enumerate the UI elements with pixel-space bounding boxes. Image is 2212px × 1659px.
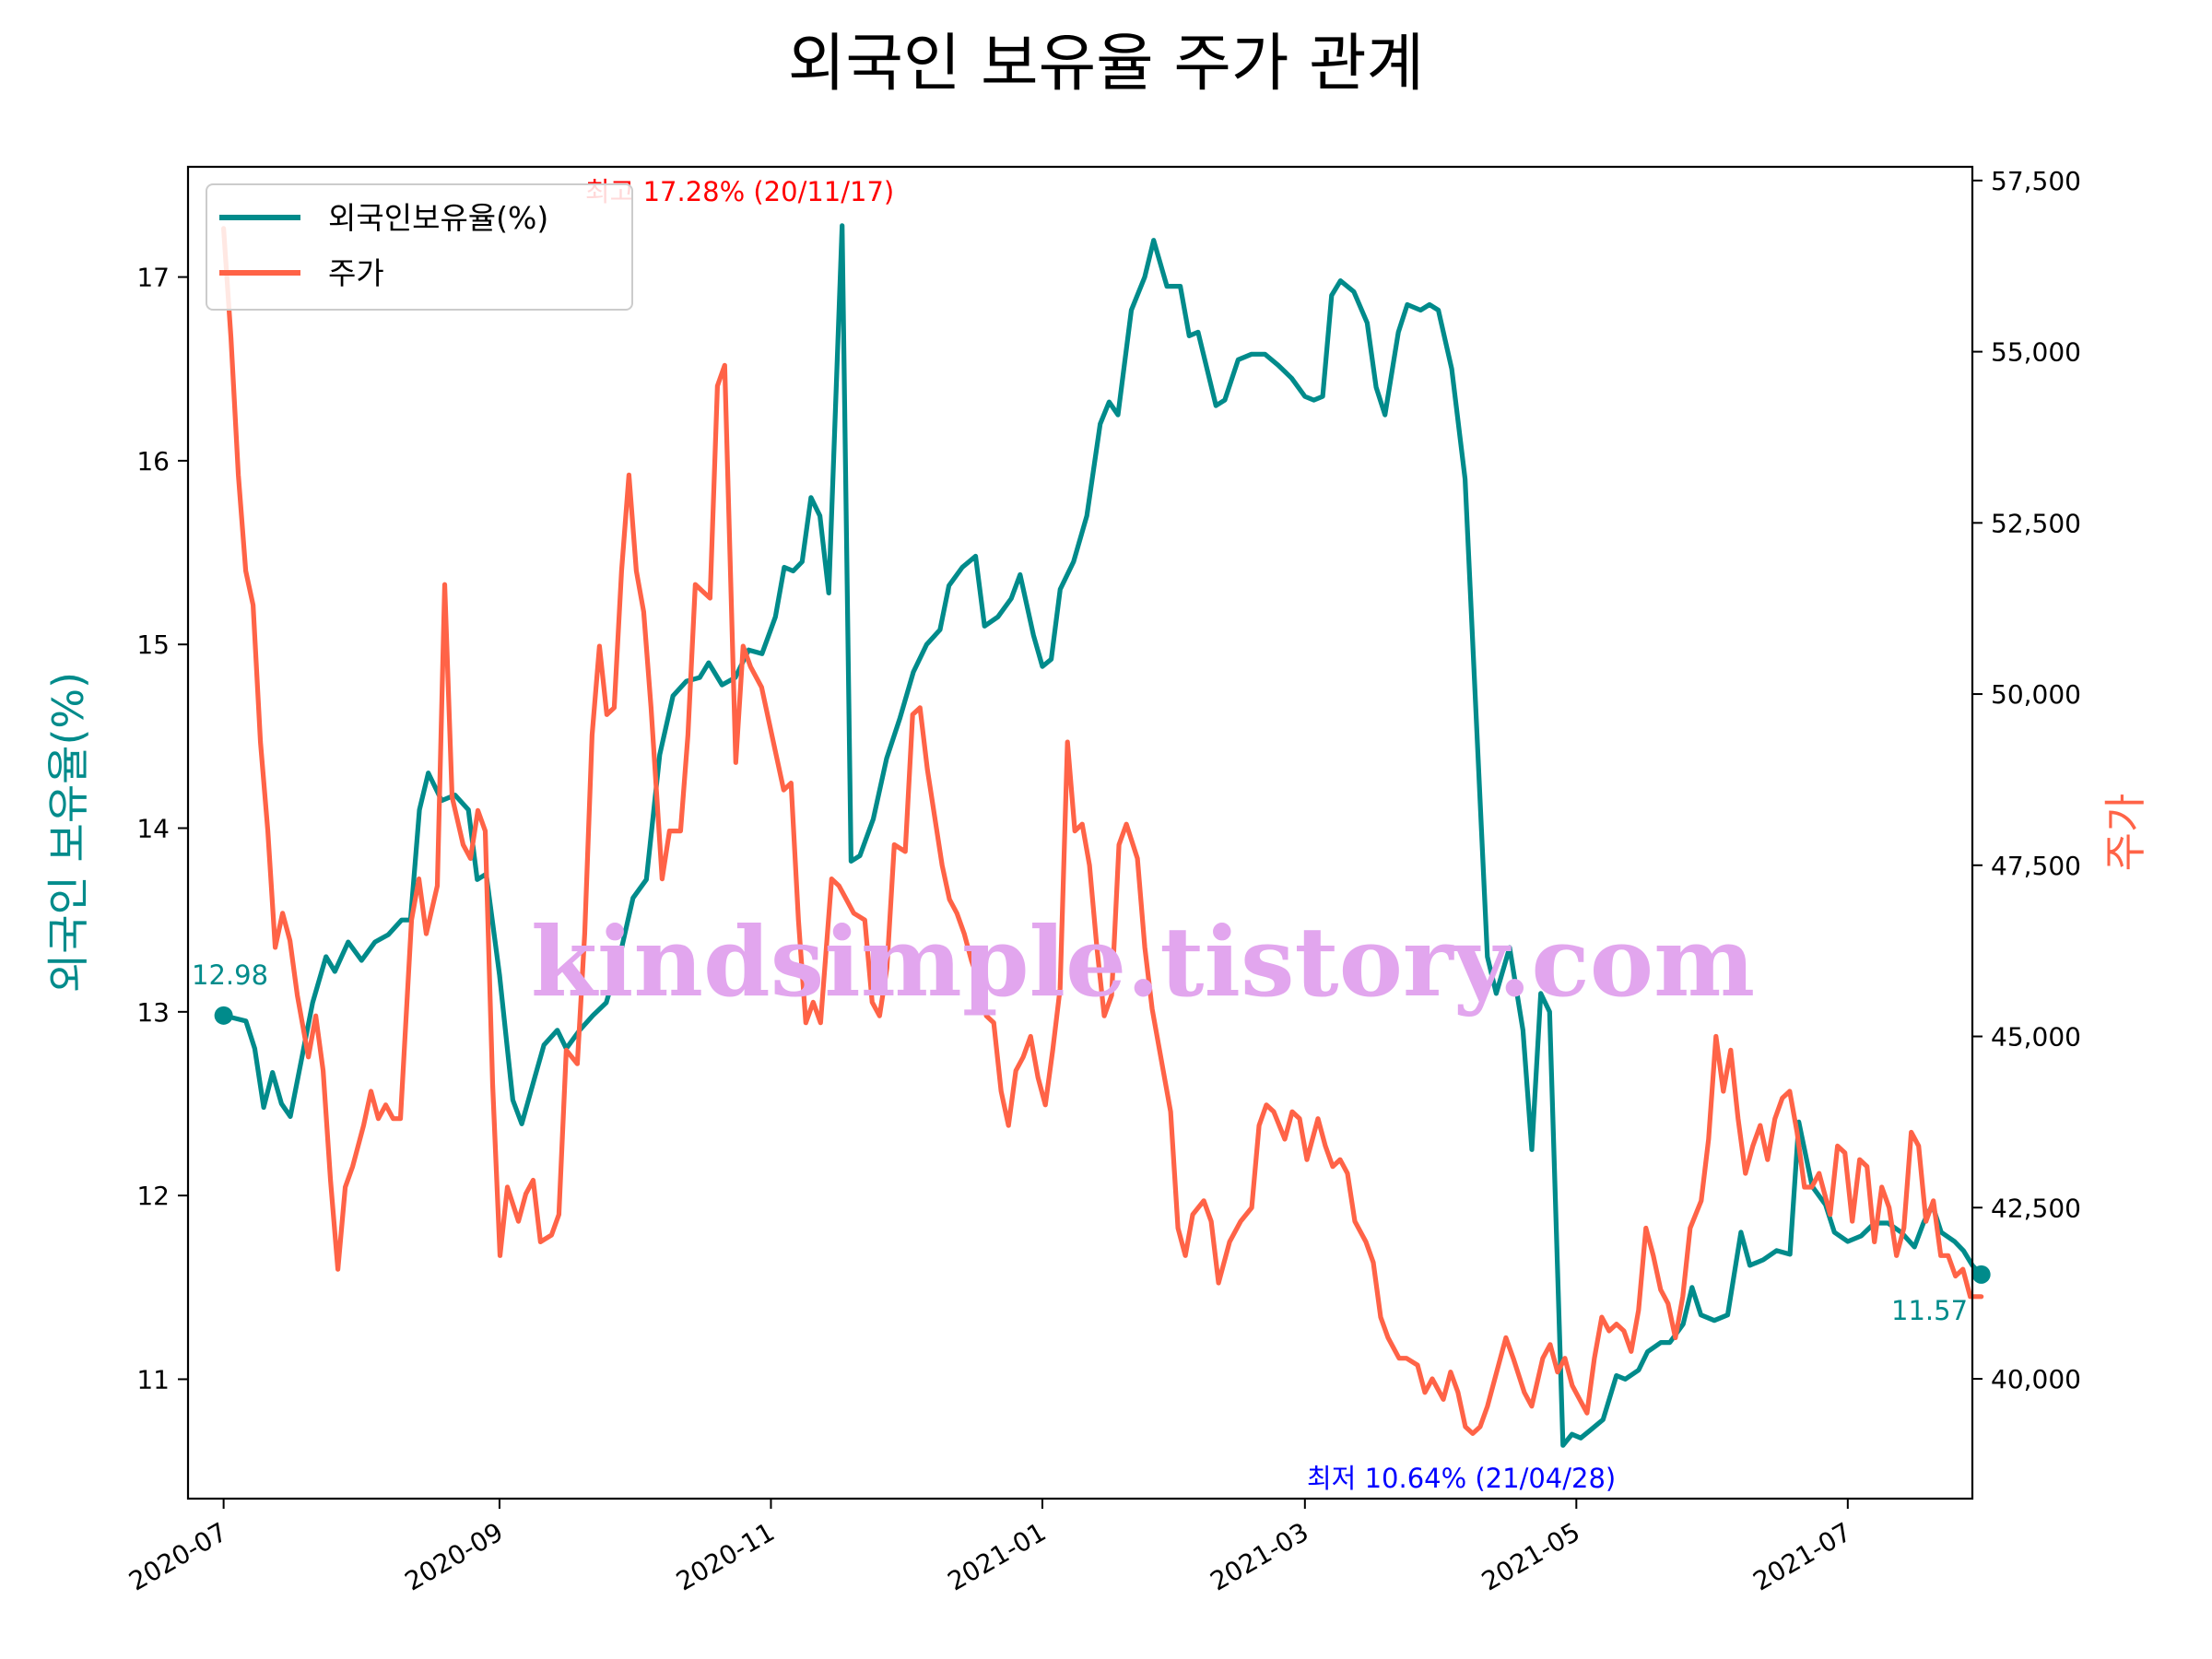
start-marker [214,1006,233,1025]
right-tick-label: 52,500 [1991,508,2081,538]
right-tick-label: 47,500 [1991,851,2081,881]
right-axis-label: 주가 [2100,794,2150,872]
legend: 외국인보유율(%) 주가 [206,183,633,311]
price-line [221,226,1984,1437]
right-tick-label: 45,000 [1991,1022,2081,1053]
watermark: kindsimple.tistory.com [531,905,1755,1018]
legend-label-ownership: 외국인보유율(%) [328,200,548,236]
right-tick-label: 55,000 [1991,337,2081,368]
chart-title: 외국인 보유율 주가 관계 [788,28,1424,100]
end-value-label: 11.57 [1891,1295,1968,1326]
plot-lines [221,223,1984,1448]
left-tick-label: 17 [136,263,170,293]
legend-label-price: 주가 [328,255,384,291]
start-value-label: 12.98 [192,959,268,991]
min-annotation: 최저 10.64% (21/04/28) [1307,1463,1616,1494]
left-tick-label: 12 [136,1181,170,1211]
end-marker [1971,1265,1991,1284]
left-axis-label: 외국인 보유율(%) [43,672,93,993]
legend-box [206,183,633,311]
right-tick-label: 50,000 [1991,679,2081,710]
plot-frame [186,165,1974,1500]
left-tick-label: 15 [136,629,170,660]
ownership-line [221,223,1984,1448]
left-tick-label: 11 [136,1364,170,1394]
left-tick-label: 13 [136,997,170,1028]
left-tick-label: 16 [136,446,170,477]
right-axis-ticks: 40,000 42,500 45,000 47,500 50,000 52,500 55,0… [1972,166,2081,1394]
right-tick-label: 57,500 [1991,166,2081,196]
max-annotation: 최고 17.28% (20/11/17) [585,176,894,207]
right-tick-label: 42,500 [1991,1193,2081,1223]
left-tick-label: 14 [136,814,170,844]
left-axis-ticks: 11 12 13 14 15 16 17 [136,263,188,1394]
right-tick-label: 40,000 [1991,1364,2081,1394]
end-markers [214,1006,1991,1284]
